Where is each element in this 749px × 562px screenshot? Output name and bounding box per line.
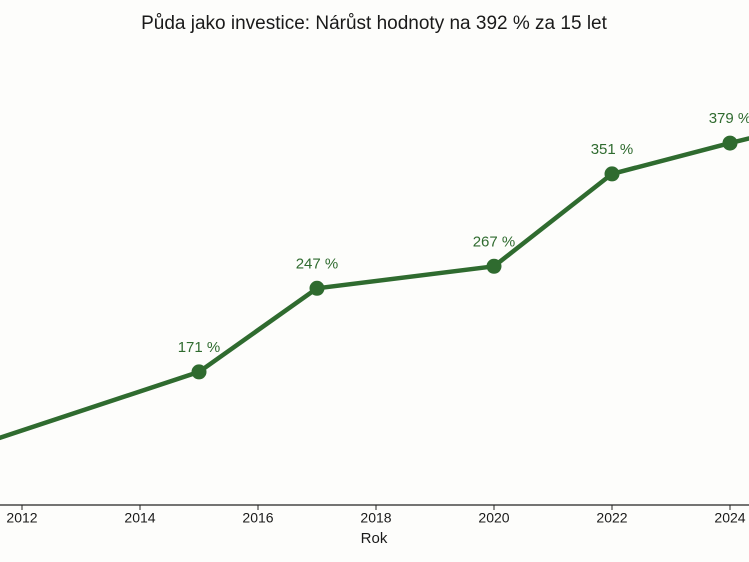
data-label: 247 % (296, 255, 339, 272)
data-label: 379 % (709, 110, 749, 127)
data-line (0, 136, 749, 441)
chart-title: Půda jako investice: Nárůst hodnoty na 3… (141, 13, 608, 34)
x-tick-label: 2014 (124, 510, 155, 526)
x-tick-label: 2022 (596, 510, 627, 526)
data-point (309, 280, 325, 296)
data-point (604, 166, 620, 182)
data-label: 267 % (473, 233, 516, 250)
x-tick-label: 2016 (242, 510, 273, 526)
data-point (722, 135, 738, 151)
data-label: 171 % (178, 339, 221, 356)
x-tick-label: 2012 (6, 510, 37, 526)
data-label: 351 % (591, 141, 634, 158)
data-point (486, 258, 502, 274)
data-point (191, 364, 207, 380)
x-tick-label: 2024 (714, 510, 745, 526)
x-tick-label: 2018 (360, 510, 391, 526)
x-tick-label: 2020 (478, 510, 509, 526)
x-axis-label: Rok (361, 530, 388, 547)
